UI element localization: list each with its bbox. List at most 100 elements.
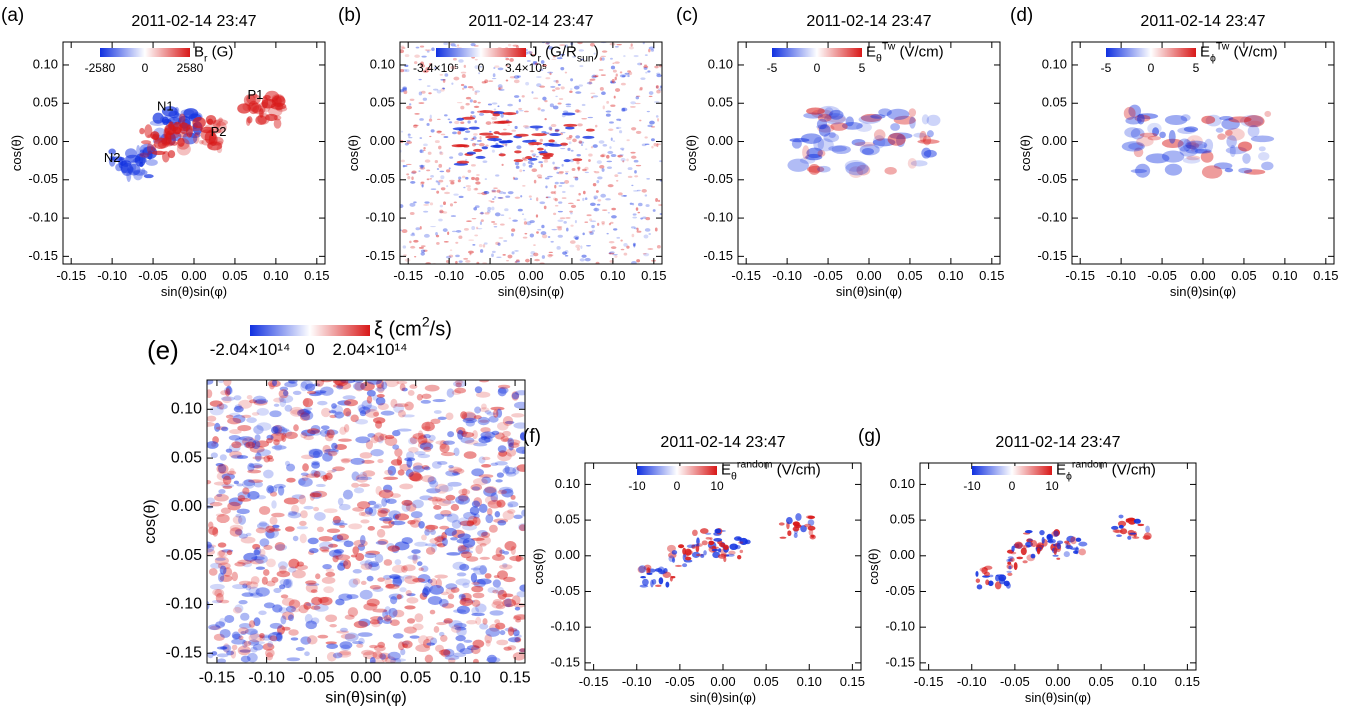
colorbar-label-part: E: [721, 461, 731, 478]
colorbar-label-part: r: [538, 52, 542, 64]
heatmap-texture: [414, 113, 420, 115]
y-tick-label: -0.05: [550, 583, 580, 598]
heatmap-texture: [659, 179, 662, 182]
heatmap-texture: [352, 380, 364, 383]
heatmap-texture: [601, 57, 605, 61]
heatmap-texture: [1118, 524, 1124, 529]
heatmap-texture: [1114, 529, 1123, 534]
heatmap-texture: [217, 380, 225, 384]
heatmap-texture: [267, 632, 283, 642]
heatmap-texture: [591, 229, 596, 233]
heatmap-texture: [384, 577, 393, 586]
heatmap-texture: [297, 477, 306, 486]
heatmap-texture: [229, 527, 242, 537]
heatmap-texture: [477, 192, 483, 195]
x-tick-label: -0.10: [772, 268, 802, 283]
heatmap-texture: [433, 625, 440, 633]
colorbar-label-part: Tw: [1216, 40, 1230, 52]
heatmap-texture: [478, 503, 488, 513]
heatmap-texture: [215, 121, 227, 134]
heatmap-texture: [1137, 113, 1145, 125]
heatmap-texture: [1127, 517, 1137, 525]
heatmap-texture: [475, 181, 481, 185]
heatmap-texture: [1185, 148, 1208, 154]
heatmap-texture: [579, 65, 584, 68]
heatmap-texture: [559, 217, 566, 220]
heatmap-texture: [517, 208, 523, 212]
heatmap-texture: [421, 465, 430, 470]
heatmap-texture: [263, 602, 275, 609]
annotation: P2: [211, 124, 227, 139]
heatmap-texture: [564, 254, 569, 257]
colorbar-tick-label: 0: [478, 61, 485, 75]
heatmap-texture: [1136, 136, 1154, 147]
heatmap-texture: [207, 441, 219, 449]
heatmap-texture: [359, 471, 368, 479]
heatmap-texture: [517, 75, 521, 78]
heatmap-texture: [562, 190, 566, 193]
x-tick-label: -0.15: [199, 669, 236, 686]
heatmap-texture: [470, 567, 481, 571]
heatmap-texture: [479, 623, 489, 630]
heatmap-texture: [884, 167, 897, 175]
y-tick-label: -0.05: [365, 171, 395, 186]
heatmap-texture: [247, 462, 255, 472]
heatmap-texture: [458, 260, 463, 263]
heatmap-texture: [402, 68, 407, 72]
heatmap-texture: [592, 182, 597, 187]
heatmap-texture: [389, 574, 401, 579]
heatmap-texture: [285, 605, 296, 613]
heatmap-texture: [390, 596, 398, 605]
heatmap-texture: [314, 390, 327, 394]
heatmap-texture: [543, 205, 547, 210]
heatmap-texture: [472, 429, 478, 440]
heatmap-texture: [362, 470, 376, 477]
colorbar-tick-label: 0: [305, 340, 314, 359]
heatmap-texture: [594, 124, 598, 128]
heatmap-texture: [340, 380, 356, 384]
heatmap-texture: [1128, 104, 1142, 118]
heatmap-texture: [230, 649, 237, 659]
heatmap-texture: [574, 176, 579, 181]
heatmap-texture: [214, 422, 221, 432]
heatmap-texture: [560, 131, 566, 134]
heatmap-texture: [585, 128, 595, 132]
heatmap-texture: [412, 465, 425, 473]
heatmap-texture: [541, 255, 546, 259]
heatmap-texture: [250, 102, 262, 114]
heatmap-texture: [132, 169, 148, 176]
heatmap-texture: [552, 197, 557, 201]
heatmap-texture: [172, 126, 182, 135]
heatmap-texture: [465, 176, 469, 180]
heatmap-texture: [458, 195, 464, 198]
heatmap-texture: [555, 79, 559, 84]
heatmap-texture: [607, 212, 610, 214]
heatmap-texture: [221, 473, 235, 480]
heatmap-texture: [575, 91, 582, 94]
heatmap-texture: [567, 202, 574, 205]
heatmap-texture: [586, 214, 592, 217]
heatmap-texture: [484, 178, 488, 180]
heatmap-texture: [344, 632, 359, 642]
heatmap-texture: [427, 151, 432, 155]
heatmap-texture: [559, 54, 563, 58]
heatmap-texture: [423, 466, 431, 471]
heatmap-texture: [645, 204, 650, 208]
heatmap-texture: [402, 164, 405, 168]
heatmap-texture: [253, 464, 263, 469]
colorbar-tick-label: 5: [859, 61, 866, 75]
heatmap-texture: [513, 159, 524, 163]
heatmap-texture: [307, 537, 319, 545]
heatmap-texture: [557, 219, 564, 223]
heatmap-texture: [231, 571, 239, 582]
y-axis-label: cos(θ): [531, 548, 546, 584]
heatmap-texture: [1186, 142, 1200, 150]
heatmap-texture: [407, 389, 415, 396]
heatmap-texture: [220, 646, 228, 650]
heatmap-texture: [585, 148, 588, 150]
heatmap-texture: [454, 387, 467, 394]
heatmap-texture: [514, 161, 520, 166]
heatmap-texture: [362, 404, 378, 412]
heatmap-texture: [979, 567, 989, 572]
heatmap-texture: [909, 116, 916, 129]
